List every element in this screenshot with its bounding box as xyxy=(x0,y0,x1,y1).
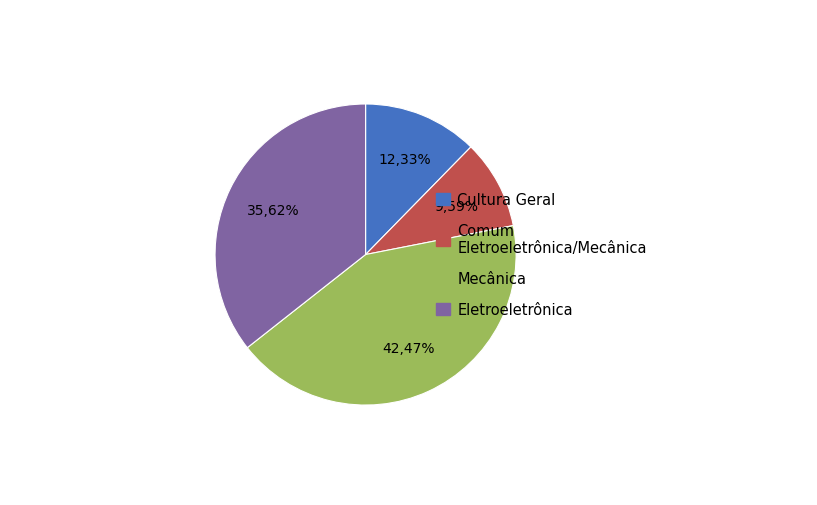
Text: 35,62%: 35,62% xyxy=(247,204,300,217)
Wedge shape xyxy=(215,105,365,348)
Wedge shape xyxy=(248,226,516,405)
Text: 9,59%: 9,59% xyxy=(434,199,478,213)
Wedge shape xyxy=(365,147,513,255)
Legend: Cultura Geral, Comum
Eletroeletrônica/Mecânica, Mecânica, Eletroeletrônica: Cultura Geral, Comum Eletroeletrônica/Me… xyxy=(435,192,647,318)
Wedge shape xyxy=(365,105,471,255)
Text: 12,33%: 12,33% xyxy=(378,153,431,167)
Text: 42,47%: 42,47% xyxy=(382,341,435,355)
